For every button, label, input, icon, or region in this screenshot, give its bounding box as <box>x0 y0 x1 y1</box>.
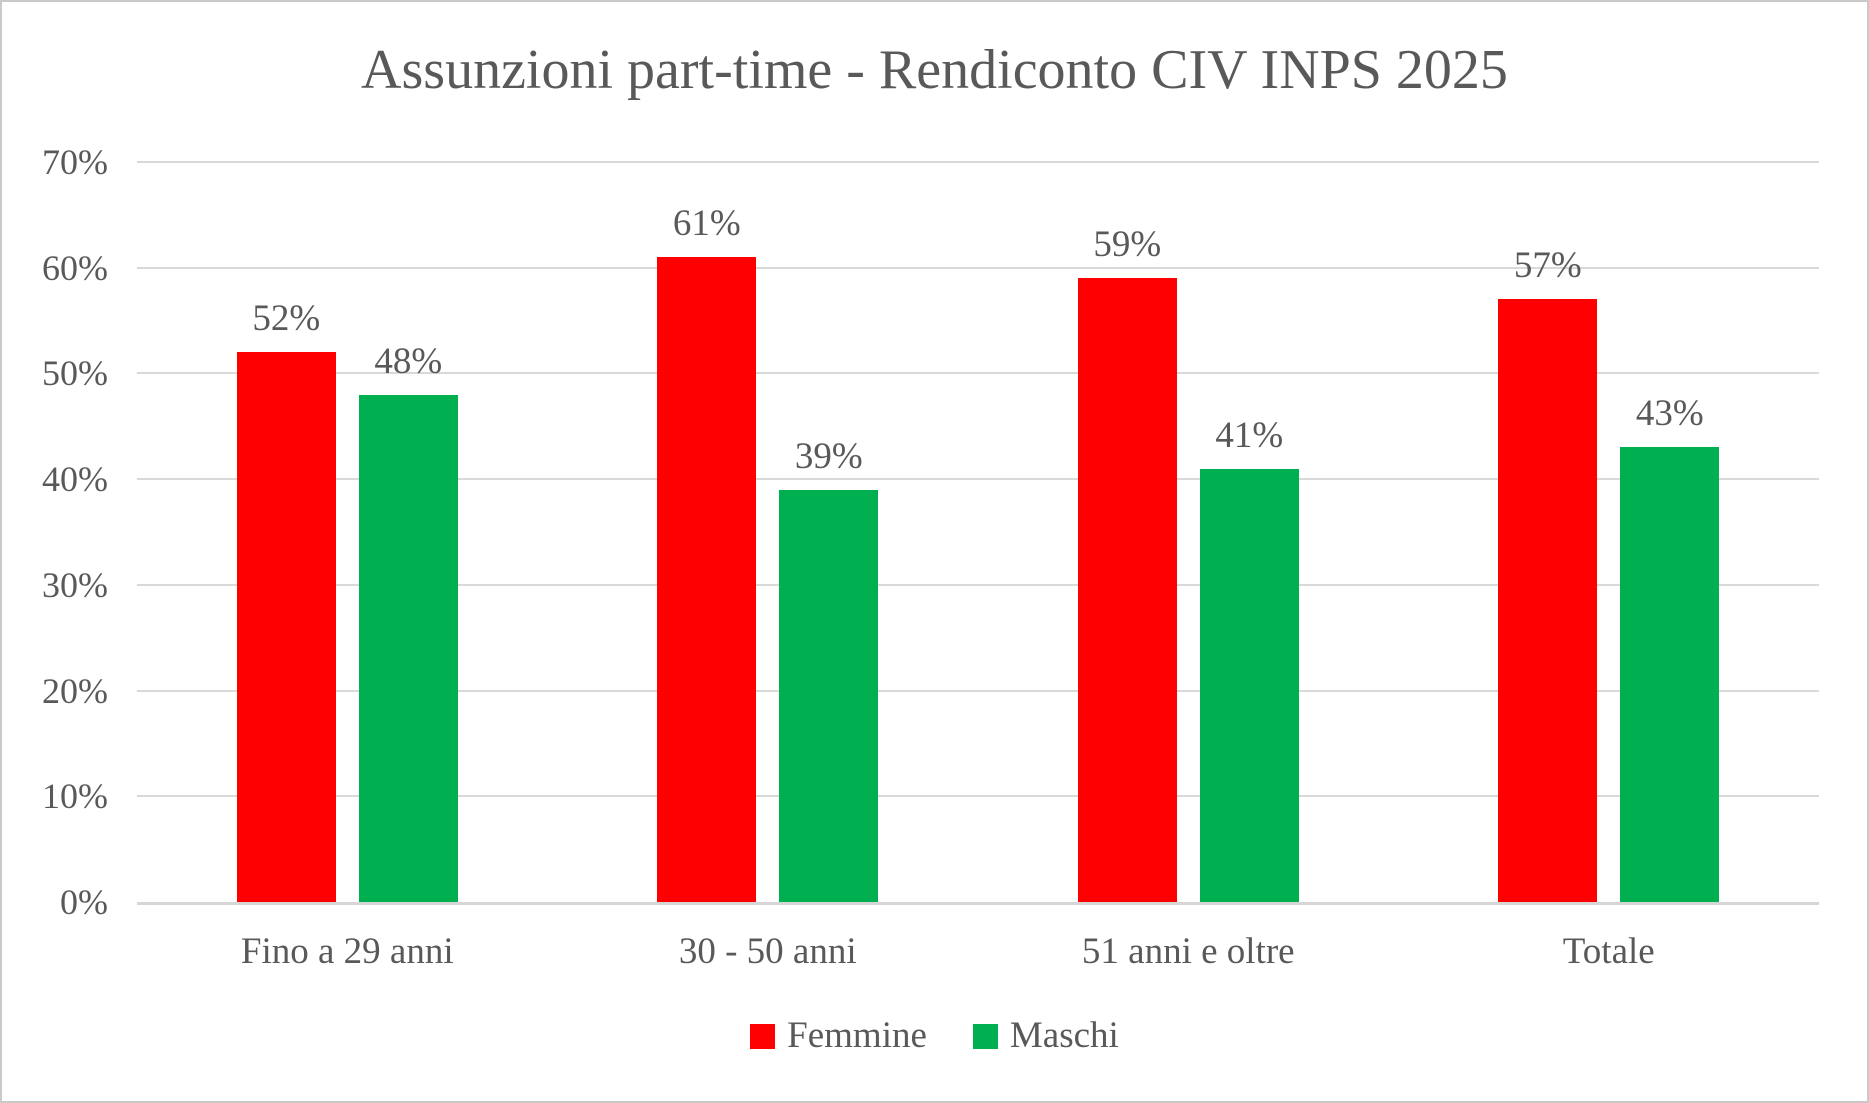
legend-swatch-femmine <box>750 1023 776 1049</box>
bar-femmine-4 <box>1498 299 1598 902</box>
bar-femmine-1 <box>236 352 336 902</box>
legend-label-femmine: Femmine <box>787 1015 927 1056</box>
data-label-maschi-3: 41% <box>1215 414 1284 456</box>
x-category-label: 51 anni e oltre <box>1081 931 1295 972</box>
y-tick-label: 70% <box>42 142 108 182</box>
gridline <box>137 266 1819 269</box>
gridline <box>137 372 1819 375</box>
bar-maschi-1 <box>358 394 458 902</box>
legend: Femmine Maschi <box>2 1014 1867 1058</box>
chart-title: Assunzioni part-time - Rendiconto CIV IN… <box>361 39 1508 101</box>
legend-item-maschi: Maschi <box>972 1014 1119 1058</box>
legend-item-femmine: Femmine <box>750 1014 927 1058</box>
data-label-femmine-1: 52% <box>252 298 321 340</box>
y-tick-label: 0% <box>60 882 108 922</box>
y-tick-label: 60% <box>42 247 108 288</box>
x-category-label: Fino a 29 anni <box>240 931 454 972</box>
data-label-femmine-4: 57% <box>1513 245 1582 287</box>
bar-maschi-2 <box>779 489 879 902</box>
y-tick-label: 50% <box>42 353 108 394</box>
data-label-maschi-4: 43% <box>1635 393 1704 435</box>
y-tick-label: 10% <box>42 776 108 817</box>
legend-label-maschi: Maschi <box>1009 1015 1119 1056</box>
data-label-femmine-2: 61% <box>672 203 741 245</box>
gridline <box>137 689 1819 692</box>
data-label-femmine-3: 59% <box>1093 224 1162 266</box>
gridline <box>137 795 1819 798</box>
y-tick-label: 40% <box>42 459 108 500</box>
bar-femmine-3 <box>1077 278 1177 902</box>
gridline <box>137 583 1819 586</box>
x-category-label: 30 - 50 anni <box>678 931 857 972</box>
y-tick-label: 30% <box>42 564 108 605</box>
data-label-maschi-2: 39% <box>794 435 863 477</box>
bar-femmine-2 <box>657 257 757 902</box>
bar-maschi-3 <box>1199 468 1299 902</box>
gridline <box>137 478 1819 481</box>
y-tick-label: 20% <box>42 670 108 711</box>
x-category-label: Totale <box>1562 931 1655 972</box>
plot-area: 52% 48% 61% 39% 59% 41% 57% 43% <box>137 161 1819 905</box>
legend-swatch-maschi <box>972 1023 998 1049</box>
data-label-maschi-1: 48% <box>374 340 443 382</box>
bar-maschi-4 <box>1620 447 1720 902</box>
gridline <box>137 161 1819 163</box>
